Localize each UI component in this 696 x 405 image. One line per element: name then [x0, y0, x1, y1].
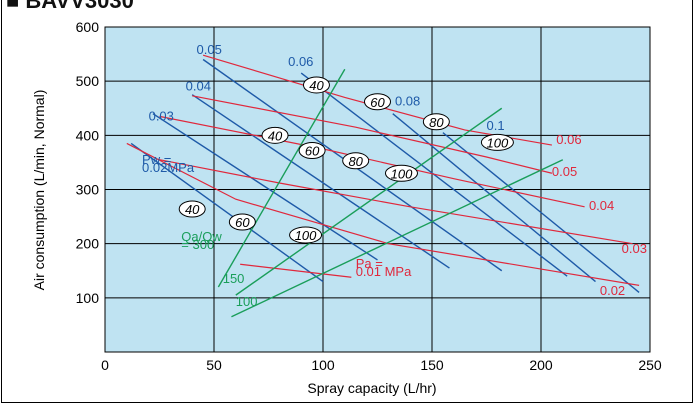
ratio-oval-label: 40 [185, 202, 200, 217]
water-pressure-label: 0.1 [487, 118, 505, 133]
axis-ticks: 0 50 100 150 200 250 100 200 300 400 500 600 [76, 19, 662, 373]
ratio-line [217, 68, 346, 288]
ratio-oval-label: 80 [348, 154, 363, 169]
x-tick-label: 100 [311, 357, 335, 373]
air-pressure-label: 0.02 [600, 283, 625, 298]
water-pressure-line [130, 142, 324, 283]
ratio-line [231, 159, 564, 318]
water-pressure-label: 0.02MPa [142, 160, 195, 175]
air-pressure-label: 0.05 [552, 164, 577, 179]
air-pressure-line [159, 159, 633, 245]
water-pressure-label: Pw = [142, 152, 171, 167]
ratio-label: = 300 [181, 237, 214, 252]
ratio-label: Qa/Qw [181, 229, 222, 244]
figure-header: ■ BAVV3030 [6, 0, 134, 13]
y-tick-label: 600 [76, 19, 100, 35]
ratio-oval [480, 133, 514, 151]
y-tick-label: 400 [76, 127, 100, 143]
air-pressure-label: 0.03 [622, 241, 647, 256]
water-pressure-lines [130, 58, 640, 293]
water-pressure-label: 0.03 [149, 109, 174, 124]
y-axis-label: Air consumption (L/min, Normal) [31, 90, 47, 291]
ratio-oval [261, 126, 289, 144]
x-tick-label: 150 [420, 357, 444, 373]
air-pressure-label: 0.04 [589, 198, 614, 213]
air-pressure-line [126, 142, 640, 286]
ratio-oval-label: 100 [295, 228, 317, 243]
air-pressure-line [159, 115, 585, 208]
y-tick-label: 100 [76, 290, 100, 306]
x-tick-label: 250 [638, 357, 662, 373]
water-pressure-label: 0.05 [197, 42, 222, 57]
air-pressure-line [192, 95, 553, 174]
water-pressure-label: 0.06 [288, 54, 313, 69]
ratio-oval [178, 200, 206, 218]
x-axis-label: Spray capacity (L/hr) [307, 380, 436, 396]
ratio-oval-label: 100 [487, 135, 509, 150]
y-tick-label: 200 [76, 236, 100, 252]
ratio-oval-label: 60 [370, 95, 385, 110]
water-pressure-label: 0.04 [186, 78, 211, 93]
ratio-oval [302, 76, 330, 94]
oval-markers: 40 60 80 100 40 60 80 100 40 60 100 [178, 76, 514, 244]
ratio-oval [384, 164, 418, 182]
ratio-line [235, 107, 503, 296]
ratio-oval-label: 100 [391, 166, 413, 181]
water-pressure-line [392, 113, 596, 283]
water-pressure-line [152, 113, 378, 261]
ratio-oval [289, 226, 323, 244]
x-tick-label: 200 [529, 357, 553, 373]
ratio-label: 100 [236, 294, 258, 309]
ratio-oval-label: 40 [309, 78, 324, 93]
y-tick-label: 300 [76, 182, 100, 198]
ratio-oval [298, 142, 326, 159]
water-pressure-line [442, 132, 640, 293]
air-pressure-label: 0.06 [556, 132, 581, 147]
x-tick-label: 50 [206, 357, 222, 373]
ratio-oval [422, 113, 450, 131]
ratio-oval [228, 213, 256, 231]
ratio-oval-label: 60 [235, 215, 250, 230]
air-pressure-line [240, 263, 352, 278]
ratio-oval-label: 40 [268, 128, 283, 143]
x-tick-label: 0 [101, 357, 109, 373]
y-tick-label: 500 [76, 73, 100, 89]
air-pressure-label: Pa = [356, 256, 383, 271]
ratio-oval-label: 80 [429, 115, 444, 130]
ratio-label: 150 [223, 271, 245, 286]
ratio-oval [342, 152, 370, 170]
ratio-oval [364, 93, 391, 111]
air-pressure-label: 0.01 MPa [356, 264, 412, 279]
ratio-oval-label: 60 [305, 144, 320, 159]
water-pressure-line [191, 94, 450, 269]
ratio-lines [217, 68, 564, 318]
water-pressure-label: 0.08 [395, 94, 420, 109]
